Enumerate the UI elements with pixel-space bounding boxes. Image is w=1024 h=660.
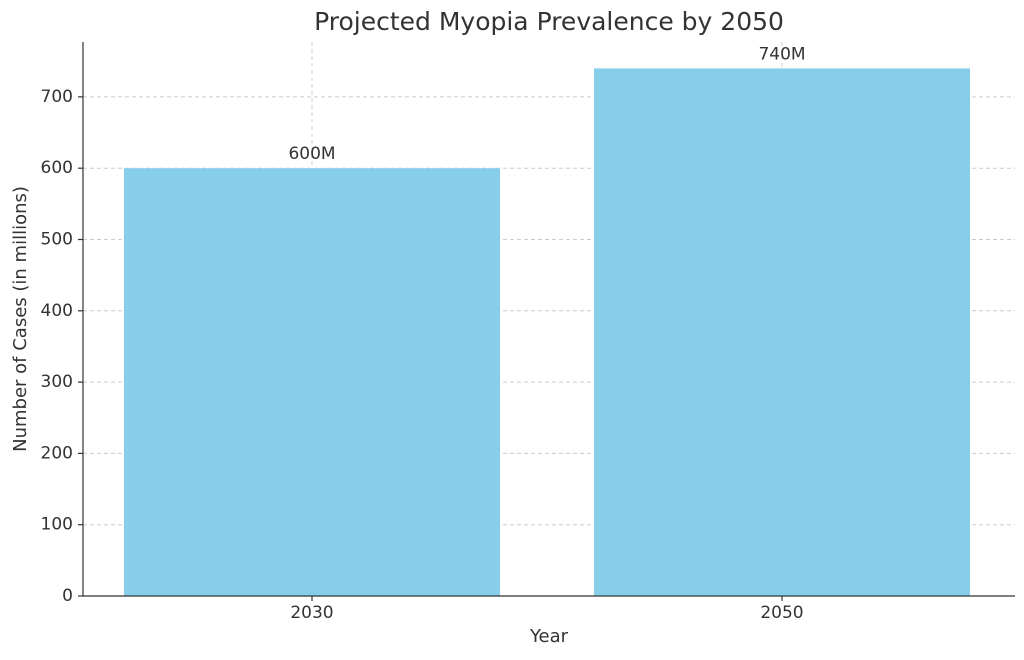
y-tick-label: 300: [41, 372, 73, 392]
plot: 600M 740M: [124, 44, 970, 596]
y-axis-label: Number of Cases (in millions): [10, 186, 31, 452]
chart-title: Projected Myopia Prevalence by 2050: [314, 7, 784, 36]
value-label: 600M: [288, 144, 335, 164]
y-tick-label: 500: [41, 230, 73, 250]
x-axis-label: Year: [529, 626, 569, 647]
value-label: 740M: [758, 44, 805, 64]
x-tick-label: 2050: [760, 603, 803, 623]
y-tick-label: 100: [41, 515, 73, 535]
x-tick-label: 2030: [290, 603, 333, 623]
y-tick-label: 0: [62, 586, 73, 606]
y-tick-label: 700: [41, 87, 73, 107]
y-tick-label: 400: [41, 301, 73, 321]
y-tick-label: 600: [41, 158, 73, 178]
bar: [594, 68, 970, 596]
bar: [124, 168, 500, 596]
y-tick-label: 200: [41, 443, 73, 463]
